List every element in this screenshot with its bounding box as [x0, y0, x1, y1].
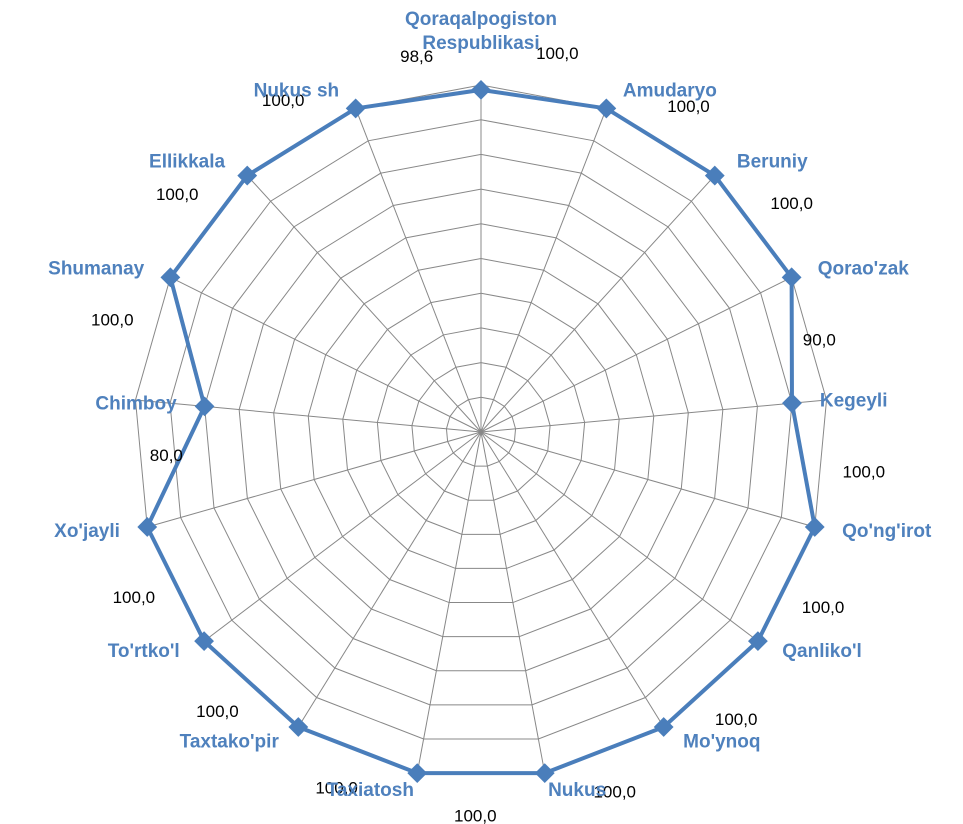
marker [194, 396, 215, 417]
marker [471, 79, 491, 100]
spoke [297, 431, 482, 728]
marker [596, 98, 617, 119]
data-label: 80,0 [150, 446, 183, 465]
grid-ring [238, 188, 724, 672]
marker [137, 517, 158, 537]
spoke [480, 431, 665, 728]
spoke [355, 108, 482, 433]
spoke [480, 431, 759, 642]
category-label: Ellikkala [149, 151, 225, 172]
data-label: 100,0 [715, 710, 758, 729]
spoke [480, 431, 815, 528]
category-label: Qoraqalpogiston Respublikasi [405, 9, 557, 54]
data-label: 100,0 [113, 588, 156, 607]
data-label: 100,0 [667, 97, 710, 116]
marker [748, 631, 768, 652]
data-label: 100,0 [802, 598, 845, 617]
data-label: 100,0 [536, 44, 579, 63]
series-line [145, 87, 817, 776]
spoke [170, 276, 482, 433]
spoke [480, 431, 546, 774]
marker [345, 98, 366, 119]
data-label: 100,0 [196, 702, 239, 721]
data-label: 100,0 [454, 806, 497, 824]
grid-ring [445, 396, 517, 467]
grid-ring [273, 223, 689, 638]
category-label: Mo'ynoq [683, 731, 760, 752]
category-label: Kegeyli [820, 391, 888, 412]
category-label: Beruniy [737, 151, 808, 172]
data-label: 98,6 [400, 47, 433, 66]
data-label: 100,0 [843, 463, 886, 482]
spoke [135, 399, 482, 433]
grid-ring [342, 292, 620, 569]
marker [653, 717, 674, 737]
marker [782, 393, 802, 414]
marker [804, 517, 825, 537]
marker [237, 165, 258, 186]
data-label: 100,0 [91, 311, 134, 330]
category-label: Qorao'zak [818, 258, 910, 279]
marker [288, 717, 309, 737]
category-label: Chimboy [95, 394, 177, 415]
data-label: 100,0 [156, 185, 199, 204]
spoke [480, 399, 827, 433]
spoke [246, 175, 482, 433]
category-label: Amudaryo [623, 81, 717, 102]
category-label: Shumanay [48, 258, 145, 279]
category-label: Qanliko'l [782, 641, 861, 662]
marker [534, 763, 555, 783]
category-label: Nukus sh [254, 81, 340, 102]
category-label: Taxtako'pir [180, 731, 280, 752]
category-label: To'rtko'l [108, 641, 180, 662]
data-label: 100,0 [770, 194, 813, 213]
data-label: 100,0 [315, 778, 358, 797]
grid-ring [169, 119, 793, 740]
spoke [480, 108, 607, 433]
marker [160, 267, 181, 288]
category-label: Taxiatosh [327, 780, 414, 801]
grid-ring [307, 257, 655, 604]
data-label: 100,0 [593, 783, 636, 802]
grid-ring [376, 327, 586, 535]
category-label: Nukus [548, 780, 606, 801]
spoke [203, 431, 482, 642]
grid-ring [204, 153, 758, 706]
data-label: 90,0 [803, 331, 836, 350]
spoke [480, 276, 792, 433]
category-label: Xo'jayli [54, 521, 120, 542]
spoke [147, 431, 482, 528]
spoke [480, 175, 716, 433]
category-label: Qo'ng'irot [842, 521, 932, 542]
marker [407, 763, 428, 783]
spoke [416, 431, 482, 774]
grid-ring [411, 362, 551, 501]
data-label: 100,0 [262, 91, 305, 110]
marker [781, 267, 802, 288]
